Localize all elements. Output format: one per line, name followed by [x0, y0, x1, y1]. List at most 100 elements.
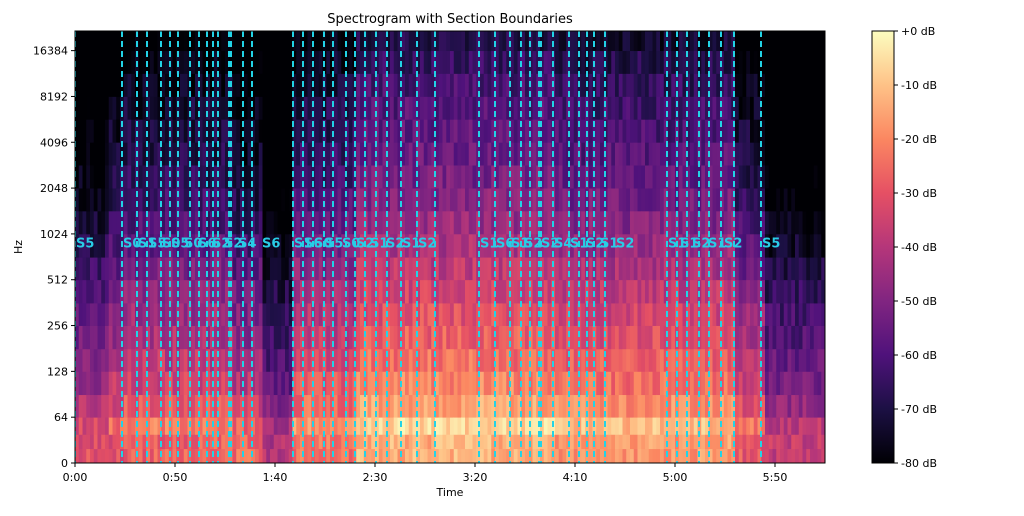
spectrogram-cell [93, 142, 98, 166]
spectrogram-cell [723, 210, 728, 235]
spectrogram-cell [772, 142, 777, 166]
spectrogram-cell [217, 448, 222, 463]
spectrogram-cell [172, 73, 177, 97]
spectrogram-cell [735, 303, 740, 326]
spectrogram-cell [315, 325, 320, 350]
spectrogram-cell [607, 394, 612, 418]
spectrogram-cell [547, 119, 552, 143]
spectrogram-cell [146, 73, 151, 97]
spectrogram-cell [532, 325, 537, 350]
spectrogram-cell [468, 142, 473, 166]
spectrogram-cell [453, 371, 458, 396]
spectrogram-cell [236, 303, 241, 326]
spectrogram-cell [491, 371, 496, 396]
spectrogram-cell [270, 257, 275, 281]
spectrogram-cell [693, 188, 698, 212]
spectrogram-cell [236, 448, 241, 463]
spectrogram-cell [701, 50, 706, 74]
spectrogram-cell [217, 50, 222, 74]
spectrogram-cell [543, 165, 548, 189]
spectrogram-cell [787, 31, 792, 52]
spectrogram-cell [712, 257, 717, 281]
spectrogram-cell [675, 257, 680, 281]
spectrogram-cell [558, 448, 563, 463]
spectrogram-cell [806, 279, 811, 304]
spectrogram-cell [547, 210, 552, 235]
spectrogram-cell [502, 348, 507, 372]
spectrogram-cell [720, 434, 725, 450]
spectrogram-cell [570, 448, 575, 463]
section-label: S6 [198, 236, 216, 251]
spectrogram-cell [393, 165, 398, 189]
spectrogram-cell [210, 257, 215, 281]
spectrogram-cell [487, 73, 492, 97]
spectrogram-cell [198, 96, 203, 120]
spectrogram-cell [502, 448, 507, 463]
spectrogram-cell [611, 417, 616, 435]
spectrogram-cell [153, 188, 158, 212]
spectrogram-cell [720, 448, 725, 463]
spectrogram-cell [735, 257, 740, 281]
spectrogram-cell [217, 119, 222, 143]
spectrogram-cell [138, 50, 143, 74]
spectrogram-cell [416, 210, 421, 235]
spectrogram-cell [465, 303, 470, 326]
spectrogram-cell [641, 448, 646, 463]
spectrogram-cell [90, 119, 95, 143]
spectrogram-cell [236, 73, 241, 97]
spectrogram-cell [603, 348, 608, 372]
spectrogram-cell [420, 371, 425, 396]
spectrogram-cell [191, 31, 196, 52]
spectrogram-cell [375, 119, 380, 143]
spectrogram-cell [82, 188, 87, 212]
spectrogram-cell [750, 96, 755, 120]
spectrogram-cell [727, 434, 732, 450]
spectrogram-cell [525, 348, 530, 372]
spectrogram-cell [555, 279, 560, 304]
spectrogram-cell [202, 31, 207, 52]
spectrogram-cell [510, 394, 515, 418]
spectrogram-cell [255, 434, 260, 450]
spectrogram-cell [93, 434, 98, 450]
spectrogram-cell [273, 257, 278, 281]
spectrogram-cell [75, 417, 80, 435]
spectrogram-cell [135, 325, 140, 350]
spectrogram-cell [180, 73, 185, 97]
spectrogram-cell [236, 50, 241, 74]
colorbar-tick-label: -50 dB [901, 295, 937, 308]
spectrogram-cell [772, 448, 777, 463]
spectrogram-cell [296, 50, 301, 74]
spectrogram-cell [326, 165, 331, 189]
spectrogram-cell [618, 142, 623, 166]
spectrogram-cell [817, 233, 822, 258]
spectrogram-cell [701, 233, 706, 258]
spectrogram-cell [78, 142, 83, 166]
spectrogram-cell [172, 257, 177, 281]
spectrogram-cell [367, 119, 372, 143]
spectrogram-cell [502, 73, 507, 97]
spectrogram-cell [322, 325, 327, 350]
spectrogram-cell [210, 188, 215, 212]
spectrogram-cell [285, 119, 290, 143]
spectrogram-cell [562, 50, 567, 74]
spectrogram-cell [157, 119, 162, 143]
spectrogram-cell [345, 142, 350, 166]
spectrogram-cell [487, 165, 492, 189]
spectrogram-cell [708, 188, 713, 212]
spectrogram-cell [341, 210, 346, 235]
spectrogram-cell [622, 119, 627, 143]
spectrogram-cell [532, 257, 537, 281]
spectrogram-cell [821, 394, 825, 418]
spectrogram-cell [528, 325, 533, 350]
spectrogram-cell [690, 31, 695, 52]
spectrogram-cell [780, 188, 785, 212]
spectrogram-cell [296, 119, 301, 143]
spectrogram-cell [296, 73, 301, 97]
spectrogram-cell [787, 165, 792, 189]
spectrogram-cell [255, 210, 260, 235]
spectrogram-cell [202, 371, 207, 396]
spectrogram-cell [735, 394, 740, 418]
spectrogram-cell [371, 96, 376, 120]
spectrogram-cell [112, 448, 117, 463]
spectrogram-cell [345, 210, 350, 235]
